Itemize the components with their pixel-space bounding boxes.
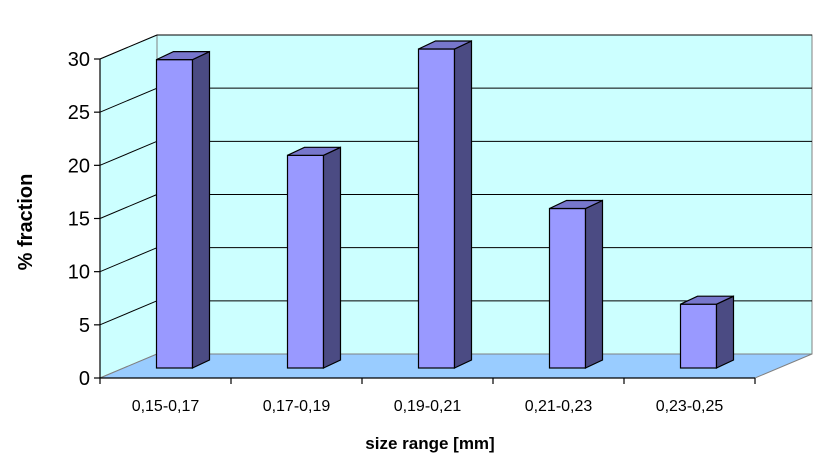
- grid-line-side: [99, 194, 158, 219]
- x-axis-title: size range [mm]: [365, 434, 494, 453]
- y-tick-label: 25: [68, 102, 90, 124]
- bar-3: [548, 199, 604, 369]
- bar-top: [156, 51, 210, 61]
- bar-side: [715, 295, 735, 369]
- x-tick-labels: 0,15-0,17 0,17-0,19 0,19-0,21 0,21-0,23 0,23…: [132, 398, 724, 415]
- y-tick-label: 15: [68, 209, 90, 231]
- bar-top: [418, 40, 472, 50]
- bar-front: [286, 154, 325, 369]
- grid-line-side: [99, 87, 158, 113]
- bar-side: [191, 50, 211, 369]
- x-tick-label: 0,23-0,25: [656, 398, 724, 415]
- bar-front: [679, 303, 718, 369]
- y-tick-label: 20: [68, 155, 90, 177]
- axes-group: [94, 58, 756, 384]
- y-tick-label: 30: [68, 49, 90, 71]
- bars-group: [155, 40, 735, 369]
- bar-top: [549, 199, 603, 210]
- x-tick-label: 0,17-0,19: [263, 398, 331, 415]
- y-tick-labels: 0 5 10 15 20 25 30: [68, 49, 90, 390]
- x-tick-label: 0,21-0,23: [525, 398, 593, 415]
- bar-front: [417, 48, 456, 369]
- grid-lines: [99, 34, 812, 326]
- grid-line-side: [99, 140, 158, 166]
- bar-front: [155, 59, 194, 369]
- bar-4: [679, 295, 735, 369]
- y-tick-label: 0: [79, 368, 90, 390]
- bar-2: [417, 40, 473, 369]
- bar-top: [287, 146, 341, 156]
- bar-top: [680, 295, 734, 305]
- x-tick-label: 0,15-0,17: [132, 398, 200, 415]
- bar-front: [548, 207, 587, 369]
- bar-0: [155, 50, 211, 369]
- x-tick-label: 0,19-0,21: [394, 398, 462, 415]
- bar-1: [286, 146, 342, 369]
- grid-line-side: [99, 34, 158, 60]
- grid-line-side: [99, 247, 158, 273]
- y-tick-label: 5: [79, 315, 90, 337]
- grid-line-side: [99, 300, 158, 326]
- bar-side: [322, 146, 342, 369]
- y-axis-title: % fraction: [15, 174, 37, 271]
- bar-side: [584, 199, 604, 369]
- bar-side: [453, 40, 473, 369]
- y-tick-label: 10: [68, 262, 90, 284]
